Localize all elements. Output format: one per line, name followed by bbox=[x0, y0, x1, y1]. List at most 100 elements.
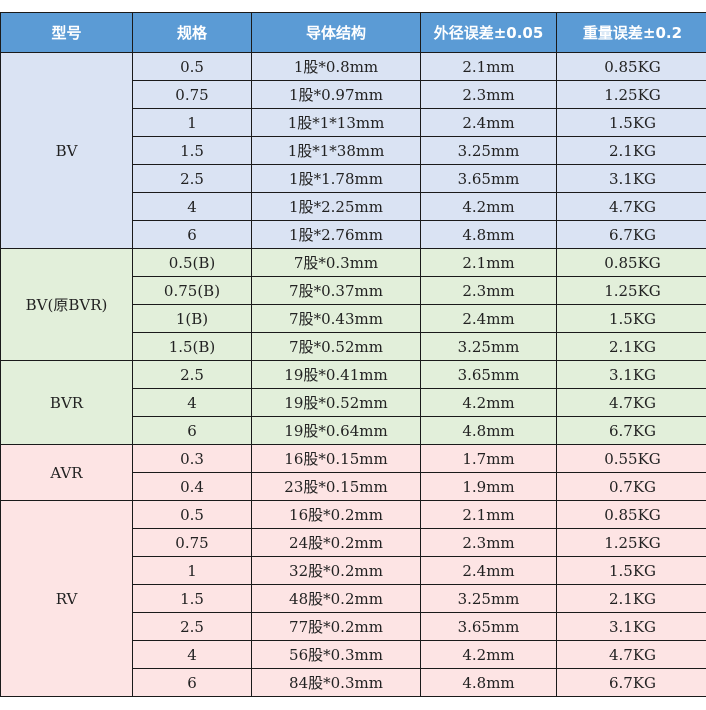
spec-cell: 0.5 bbox=[132, 500, 252, 529]
spec-cell: 4 bbox=[132, 192, 252, 221]
conductor-cell: 7股*0.43mm bbox=[251, 304, 421, 333]
conductor-cell: 1股*2.25mm bbox=[251, 192, 421, 221]
weight-cell: 2.1KG bbox=[556, 332, 706, 361]
conductor-cell: 77股*0.2mm bbox=[251, 612, 421, 641]
outer-diameter-cell: 2.3mm bbox=[420, 276, 557, 305]
outer-diameter-cell: 2.4mm bbox=[420, 304, 557, 333]
weight-cell: 6.7KG bbox=[556, 668, 706, 697]
weight-cell: 3.1KG bbox=[556, 612, 706, 641]
conductor-cell: 48股*0.2mm bbox=[251, 584, 421, 613]
weight-cell: 0.85KG bbox=[556, 500, 706, 529]
weight-cell: 2.1KG bbox=[556, 136, 706, 165]
weight-cell: 4.7KG bbox=[556, 388, 706, 417]
outer-diameter-cell: 4.8mm bbox=[420, 220, 557, 249]
spec-cell: 0.3 bbox=[132, 444, 252, 473]
outer-diameter-cell: 3.25mm bbox=[420, 332, 557, 361]
conductor-cell: 7股*0.37mm bbox=[251, 276, 421, 305]
conductor-cell: 84股*0.3mm bbox=[251, 668, 421, 697]
table-row: 4 19股*0.52mm 4.2mm 4.7KG bbox=[0, 388, 706, 417]
weight-cell: 4.7KG bbox=[556, 640, 706, 669]
conductor-cell: 56股*0.3mm bbox=[251, 640, 421, 669]
header-conductor: 导体结构 bbox=[251, 12, 421, 53]
conductor-cell: 1股*1*13mm bbox=[251, 108, 421, 137]
outer-diameter-cell: 4.2mm bbox=[420, 192, 557, 221]
spec-cell: 6 bbox=[132, 416, 252, 445]
spec-cell: 0.75(B) bbox=[132, 276, 252, 305]
weight-cell: 1.25KG bbox=[556, 276, 706, 305]
weight-cell: 3.1KG bbox=[556, 360, 706, 389]
spec-cell: 4 bbox=[132, 388, 252, 417]
spec-cell: 0.75 bbox=[132, 80, 252, 109]
weight-cell: 1.5KG bbox=[556, 304, 706, 333]
outer-diameter-cell: 2.4mm bbox=[420, 108, 557, 137]
spec-cell: 6 bbox=[132, 668, 252, 697]
conductor-cell: 23股*0.15mm bbox=[251, 472, 421, 501]
conductor-cell: 19股*0.52mm bbox=[251, 388, 421, 417]
outer-diameter-cell: 2.4mm bbox=[420, 556, 557, 585]
conductor-cell: 7股*0.52mm bbox=[251, 332, 421, 361]
weight-cell: 6.7KG bbox=[556, 416, 706, 445]
outer-diameter-cell: 4.8mm bbox=[420, 668, 557, 697]
model-cell: BV bbox=[0, 52, 133, 249]
outer-diameter-cell: 3.25mm bbox=[420, 136, 557, 165]
weight-cell: 1.5KG bbox=[556, 556, 706, 585]
spec-cell: 0.5(B) bbox=[132, 248, 252, 277]
table-row: BVR 2.5 19股*0.41mm 3.65mm 3.1KG bbox=[0, 360, 706, 445]
wire-spec-table: 型号 规格 导体结构 外径误差±0.05 重量误差±0.2 BV 0.5 1股*0.… bbox=[0, 12, 706, 697]
weight-cell: 2.1KG bbox=[556, 584, 706, 613]
table-body: BV 0.5 1股*0.8mm 2.1mm 0.85KG 0.75 1股*0.97mm 2.3… bbox=[0, 52, 706, 697]
spec-cell: 1.5 bbox=[132, 136, 252, 165]
header-outer-diameter: 外径误差±0.05 bbox=[420, 12, 557, 53]
spec-cell: 0.4 bbox=[132, 472, 252, 501]
outer-diameter-cell: 4.2mm bbox=[420, 640, 557, 669]
outer-diameter-cell: 3.65mm bbox=[420, 360, 557, 389]
conductor-cell: 24股*0.2mm bbox=[251, 528, 421, 557]
weight-cell: 1.5KG bbox=[556, 108, 706, 137]
conductor-cell: 16股*0.2mm bbox=[251, 500, 421, 529]
model-cell: RV bbox=[0, 500, 133, 697]
weight-cell: 3.1KG bbox=[556, 164, 706, 193]
weight-cell: 1.25KG bbox=[556, 80, 706, 109]
conductor-cell: 1股*2.76mm bbox=[251, 220, 421, 249]
spec-cell: 1 bbox=[132, 108, 252, 137]
spec-cell: 2.5 bbox=[132, 612, 252, 641]
outer-diameter-cell: 1.9mm bbox=[420, 472, 557, 501]
model-cell: BV(原BVR) bbox=[0, 248, 133, 361]
outer-diameter-cell: 2.3mm bbox=[420, 528, 557, 557]
weight-cell: 1.25KG bbox=[556, 528, 706, 557]
weight-cell: 0.85KG bbox=[556, 52, 706, 81]
outer-diameter-cell: 1.7mm bbox=[420, 444, 557, 473]
header-weight: 重量误差±0.2 bbox=[556, 12, 706, 53]
header-model: 型号 bbox=[0, 12, 133, 53]
conductor-cell: 1股*1.78mm bbox=[251, 164, 421, 193]
spec-cell: 1.5 bbox=[132, 584, 252, 613]
conductor-cell: 7股*0.3mm bbox=[251, 248, 421, 277]
spec-cell: 4 bbox=[132, 640, 252, 669]
outer-diameter-cell: 3.65mm bbox=[420, 612, 557, 641]
spec-cell: 1(B) bbox=[132, 304, 252, 333]
outer-diameter-cell: 2.1mm bbox=[420, 52, 557, 81]
table-row: AVR 0.3 16股*0.15mm 1.7mm 0.55KG bbox=[0, 444, 706, 501]
model-cell: AVR bbox=[0, 444, 133, 501]
weight-cell: 0.7KG bbox=[556, 472, 706, 501]
outer-diameter-cell: 4.2mm bbox=[420, 388, 557, 417]
outer-diameter-cell: 2.1mm bbox=[420, 248, 557, 277]
table-row: 1 32股*0.2mm 2.4mm 1.5KG bbox=[0, 556, 706, 585]
outer-diameter-cell: 4.8mm bbox=[420, 416, 557, 445]
conductor-cell: 1股*0.8mm bbox=[251, 52, 421, 81]
table-row: BV(原BVR) 0.5(B) 7股*0.3mm 2.1mm 0.85KG bbox=[0, 248, 706, 361]
table-header: 型号 规格 导体结构 外径误差±0.05 重量误差±0.2 bbox=[0, 12, 706, 53]
conductor-cell: 1股*1*38mm bbox=[251, 136, 421, 165]
spec-cell: 1.5(B) bbox=[132, 332, 252, 361]
outer-diameter-cell: 3.65mm bbox=[420, 164, 557, 193]
table-row: BV 0.5 1股*0.8mm 2.1mm 0.85KG bbox=[0, 52, 706, 249]
weight-cell: 4.7KG bbox=[556, 192, 706, 221]
weight-cell: 0.85KG bbox=[556, 248, 706, 277]
spec-cell: 2.5 bbox=[132, 164, 252, 193]
outer-diameter-cell: 2.1mm bbox=[420, 500, 557, 529]
weight-cell: 0.55KG bbox=[556, 444, 706, 473]
conductor-cell: 1股*0.97mm bbox=[251, 80, 421, 109]
table-row: RV 0.5 16股*0.2mm 2.1mm 0.85KG bbox=[0, 500, 706, 697]
spec-cell: 0.75 bbox=[132, 528, 252, 557]
conductor-cell: 19股*0.41mm bbox=[251, 360, 421, 389]
